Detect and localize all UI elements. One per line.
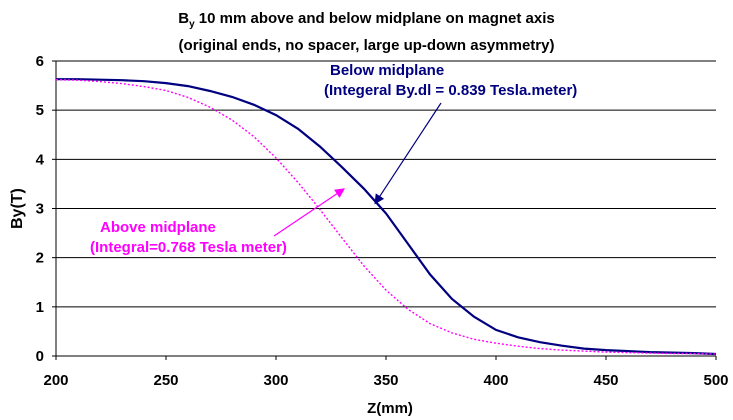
ytick-label-0: 0 [36, 348, 44, 365]
ytick-label-1: 1 [36, 299, 44, 316]
series-line-above-midplane [55, 79, 717, 355]
annotation-below-midplane: Below midplane (Integeral By.dl = 0.839 … [324, 62, 578, 99]
xtick-label-450: 450 [593, 372, 618, 389]
axes [52, 60, 717, 360]
ytick-label-2: 2 [36, 250, 44, 267]
chart-title: By 10 mm above and below midplane on mag… [178, 10, 555, 30]
xtick-label-500: 500 [703, 372, 728, 389]
xtick-label-350: 350 [373, 372, 398, 389]
annotation-arrow-above [273, 188, 346, 237]
ytick-label-3: 3 [36, 201, 44, 218]
ytick-label-6: 6 [36, 53, 44, 70]
annotation-above-midplane: Above midplane (Integral=0.768 Tesla met… [90, 219, 287, 256]
xtick-label-200: 200 [43, 372, 68, 389]
series-line-below-midplane [56, 78, 717, 356]
xtick-label-250: 250 [153, 372, 178, 389]
series-lines [55, 78, 717, 356]
annotation-arrow-below [374, 102, 442, 205]
tick-labels: 0 1 2 3 4 5 6 200 250 300 350 400 450 500 [36, 53, 729, 389]
xtick-label-300: 300 [263, 372, 288, 389]
ytick-label-4: 4 [36, 151, 45, 168]
y-axis-label: By(T) [9, 188, 26, 229]
ytick-label-5: 5 [36, 102, 44, 119]
x-axis-label: Z(mm) [367, 400, 413, 417]
grid-lines [56, 60, 716, 308]
chart-subtitle: (original ends, no spacer, large up-down… [178, 37, 555, 54]
annotation-arrows [273, 102, 442, 237]
xtick-label-400: 400 [483, 372, 508, 389]
